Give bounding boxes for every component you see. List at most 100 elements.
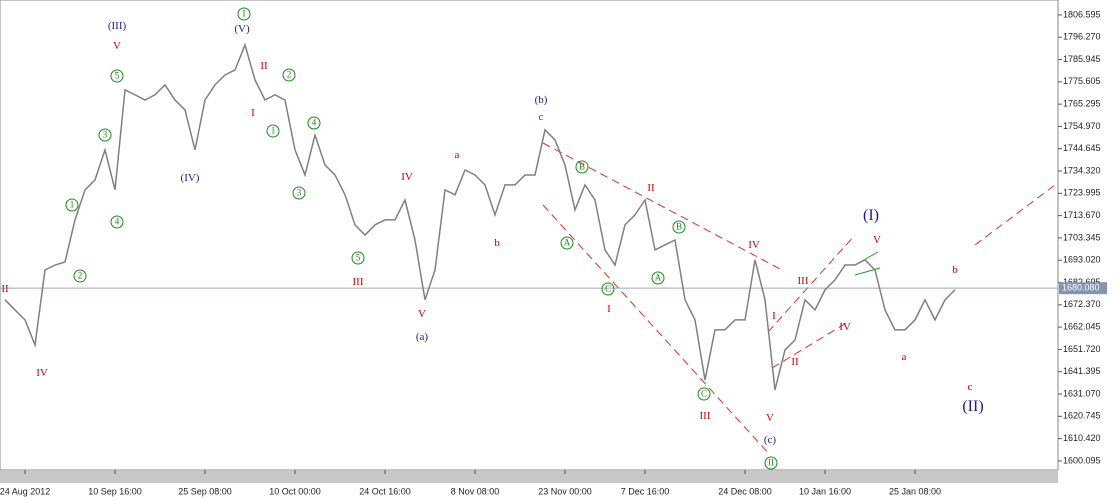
wave-label: (V) — [234, 23, 250, 35]
wave-circle — [601, 282, 615, 296]
wave-label: (c) — [764, 434, 777, 446]
wave-label: V — [113, 40, 121, 52]
trend-line — [974, 184, 1056, 246]
x-tick-label: 8 Nov 08:00 — [451, 486, 500, 496]
y-tick-label: 1775.605 — [1063, 76, 1101, 86]
wave-label: V — [873, 234, 881, 246]
trend-line — [854, 267, 881, 276]
x-tick-label: 24 Aug 2012 — [0, 486, 50, 496]
wave-label: IV — [748, 239, 760, 251]
wave-label: I — [607, 303, 611, 315]
y-tick-label: 1682.695 — [1063, 277, 1101, 287]
y-tick-label: 1693.020 — [1063, 255, 1101, 265]
y-tick-label: 1651.720 — [1063, 344, 1101, 354]
wave-circle — [575, 160, 589, 174]
scrollbar[interactable] — [0, 471, 1058, 483]
wave-label: 3 — [297, 188, 302, 198]
wave-label: A — [655, 273, 662, 283]
wave-label: II — [768, 458, 774, 468]
y-tick-label: 1765.295 — [1063, 98, 1101, 108]
wave-circle — [351, 251, 365, 265]
trend-line — [542, 142, 783, 271]
trend-line — [771, 321, 849, 369]
wave-label: (b) — [535, 94, 548, 106]
wave-label: V — [418, 308, 426, 320]
wave-label: I — [243, 9, 246, 19]
x-tick-label: 7 Dec 16:00 — [621, 486, 670, 496]
wave-label: II — [1, 283, 9, 295]
wave-label: B — [676, 222, 682, 232]
wave-label: (I) — [863, 207, 879, 224]
wave-label: 5 — [115, 71, 120, 81]
wave-circle — [764, 456, 778, 470]
wave-circle — [98, 128, 112, 142]
y-tick-label: 1713.670 — [1063, 210, 1101, 220]
wave-label: 1 — [70, 200, 75, 210]
wave-label: III — [353, 276, 364, 288]
wave-circle — [307, 116, 321, 130]
y-tick-label: 1723.995 — [1063, 188, 1101, 198]
wave-circle — [237, 7, 251, 21]
wave-label: 2 — [78, 271, 83, 281]
wave-label: III — [798, 275, 809, 287]
wave-label: c — [968, 381, 973, 393]
wave-circle — [73, 269, 87, 283]
last-price-box — [1059, 282, 1107, 295]
wave-label: 4 — [115, 217, 120, 227]
y-tick-label: 1703.345 — [1063, 232, 1101, 242]
wave-circle — [697, 387, 711, 401]
y-tick-label: 1672.370 — [1063, 299, 1101, 309]
wave-label: c — [539, 111, 544, 123]
trend-line — [767, 234, 856, 333]
y-tick-label: 1620.745 — [1063, 411, 1101, 421]
wave-circle — [110, 215, 124, 229]
wave-label: 2 — [287, 70, 292, 80]
wave-label: b — [952, 264, 958, 276]
wave-label: b — [494, 237, 500, 249]
y-tick-label: 1744.645 — [1063, 143, 1101, 153]
x-tick-label: 24 Oct 16:00 — [359, 486, 411, 496]
wave-label: V — [766, 412, 774, 424]
wave-label: I — [251, 107, 255, 119]
y-tick-label: 1785.945 — [1063, 54, 1101, 64]
y-tick-label: 1734.320 — [1063, 165, 1101, 175]
wave-label: II — [647, 182, 655, 194]
wave-circle — [110, 69, 124, 83]
y-tick-label: 1610.420 — [1063, 433, 1101, 443]
wave-label: III — [700, 410, 711, 422]
wave-label: 3 — [103, 130, 108, 140]
wave-label: IV — [839, 321, 851, 333]
wave-label: 4 — [312, 118, 317, 128]
x-tick-label: 23 Nov 00:00 — [538, 486, 592, 496]
wave-label: 1 — [271, 126, 276, 136]
last-price-label: 1680.080 — [1062, 283, 1100, 293]
y-tick-label: 1806.595 — [1063, 9, 1101, 19]
price-line — [4, 42, 956, 391]
y-tick-label: 1641.395 — [1063, 366, 1101, 376]
wave-circle — [65, 198, 79, 212]
wave-label: IV — [401, 171, 413, 183]
wave-label: a — [455, 149, 460, 161]
wave-label: B — [579, 162, 585, 172]
wave-label: 5 — [356, 253, 361, 263]
x-tick-label: 24 Dec 08:00 — [718, 486, 772, 496]
wave-circle — [292, 186, 306, 200]
y-tick-label: 1600.095 — [1063, 455, 1101, 465]
x-tick-label: 25 Jan 08:00 — [889, 486, 941, 496]
trend-lines — [542, 142, 1056, 456]
wave-circle — [266, 124, 280, 138]
wave-label: II — [791, 356, 799, 368]
wave-label: A — [564, 238, 571, 248]
x-tick-label: 25 Sep 08:00 — [178, 486, 232, 496]
trend-line — [542, 204, 771, 456]
wave-label: (III) — [108, 20, 127, 32]
x-tick-label: 10 Oct 00:00 — [269, 486, 321, 496]
wave-label: C — [701, 389, 707, 399]
wave-circle — [282, 68, 296, 82]
wave-circle — [672, 220, 686, 234]
wave-label: II — [260, 60, 268, 72]
y-tick-label: 1662.045 — [1063, 322, 1101, 332]
wave-label: C — [605, 284, 611, 294]
y-tick-label: 1796.270 — [1063, 32, 1101, 42]
